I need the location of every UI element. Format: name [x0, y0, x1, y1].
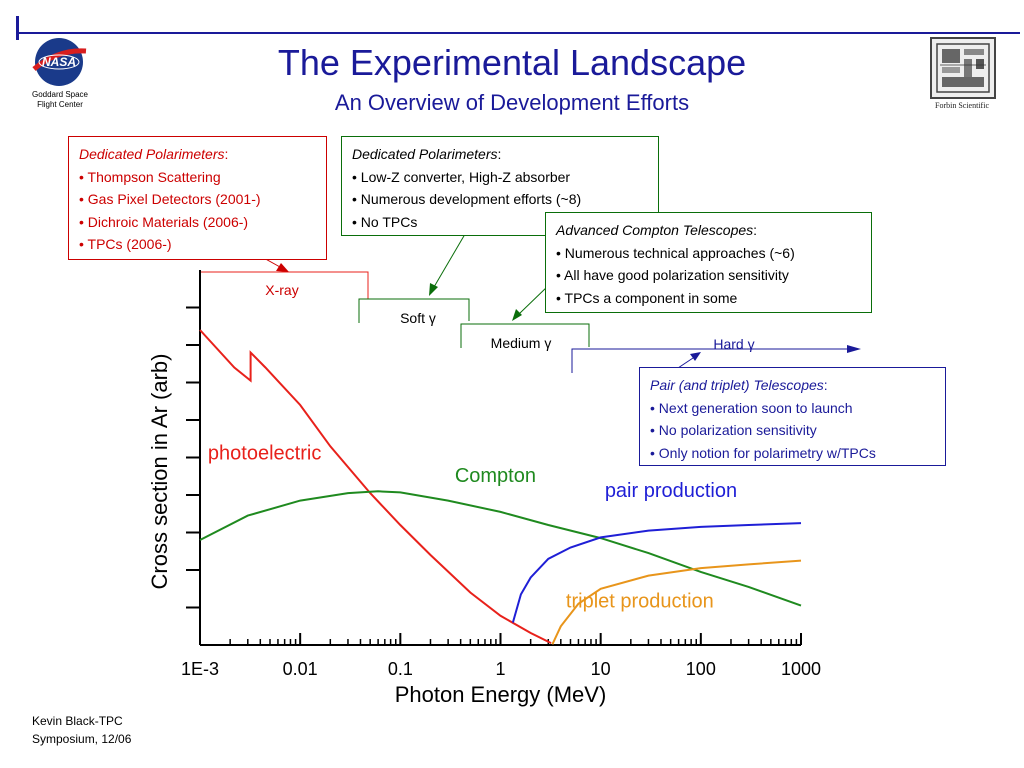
- green-callout-arrow-2: [518, 285, 549, 315]
- page-title: The Experimental Landscape: [277, 42, 747, 83]
- callout-item: • Numerous technical approaches (~6): [556, 244, 795, 261]
- forbin-logo: [930, 37, 996, 99]
- blue-callout-arrow: [677, 357, 694, 369]
- hard-band-line: [571, 348, 850, 373]
- callout-item: • TPCs (2006-): [79, 236, 172, 252]
- callout-item: • TPCs a component in some: [556, 289, 738, 306]
- energy-band-markers: X-ray Soft γ Medium γ Hard γ: [200, 271, 861, 373]
- callout-item: • All have good polarization sensitivity: [556, 267, 789, 283]
- curve-label-compton: Compton: [455, 465, 536, 487]
- x-tick-label: 100: [686, 659, 716, 679]
- nasa-logo-text: NASA: [42, 55, 76, 69]
- callout-item: • Low-Z converter, High-Z absorber: [352, 168, 571, 185]
- x-tick-label: 0.01: [283, 659, 318, 679]
- xray-band-label: X-ray: [265, 282, 298, 298]
- series-line-triplet-production: [551, 559, 802, 645]
- callout-heading-suffix: :: [224, 146, 229, 162]
- callout-arrows: [234, 228, 701, 369]
- header-vertical-rule: [16, 16, 19, 40]
- callout-item: • Gas Pixel Detectors (2001-): [79, 191, 261, 207]
- y-axis-label: Cross section in Ar (arb): [147, 354, 172, 590]
- callout-item: • Next generation soon to launch: [650, 399, 853, 416]
- callout-item: • Numerous development efforts (~8): [352, 191, 582, 207]
- nasa-caption-line2: Flight Center: [37, 100, 83, 109]
- series-line-photoelectric: [199, 329, 552, 644]
- chart-axes: 1E-3 0.01 0.1 1 10 100 1000 Photon Energy (MeV)…: [147, 270, 821, 707]
- series-line-pair-production: [511, 522, 802, 623]
- green-callout-arrow-1: [433, 228, 469, 288]
- callout-advanced-compton-telescopes: Advanced Compton Telescopes: • Numerous …: [545, 212, 872, 313]
- hard-band-label: Hard γ: [713, 336, 754, 352]
- callout-item: • Thompson Scattering: [79, 168, 221, 185]
- red-callout-arrowhead: [276, 263, 289, 272]
- x-axis-label: Photon Energy (MeV): [395, 682, 607, 707]
- blue-callout-arrowhead: [690, 352, 701, 361]
- nasa-logo: NASA: [32, 38, 87, 86]
- callout-dedicated-polarimeters-xray: Dedicated Polarimeters: • Thompson Scatt…: [68, 136, 327, 260]
- hard-band-arrowhead: [847, 345, 861, 353]
- x-tick-label: 10: [591, 659, 611, 679]
- x-tick-label: 1000: [781, 659, 821, 679]
- medium-band-label: Medium γ: [491, 335, 552, 351]
- callout-item: • Dichroic Materials (2006-): [79, 213, 249, 230]
- callout-item: • Only notion for polarimetry w/TPCs: [650, 444, 876, 461]
- page-subtitle: An Overview of Development Efforts: [334, 90, 690, 115]
- callout-heading-suffix: :: [497, 146, 502, 162]
- callout-heading-suffix: :: [823, 377, 828, 393]
- forbin-caption: Forbin Scientific: [935, 101, 989, 110]
- series-line-compton: [199, 490, 802, 607]
- soft-band-line: [358, 298, 470, 323]
- callout-pair-triplet-telescopes: Pair (and triplet) Telescopes: • Next ge…: [639, 367, 946, 466]
- green-callout-arrowhead-1: [429, 283, 438, 296]
- footer-line2: Symposium, 12/06: [32, 732, 132, 746]
- medium-band-line: [460, 323, 590, 348]
- curve-label-pair-production: pair production: [605, 480, 737, 502]
- x-tick-label: 0.1: [388, 659, 413, 679]
- xray-band-line: [200, 271, 369, 299]
- header-horizontal-rule: [16, 32, 1020, 34]
- x-tick-label: 1: [495, 659, 505, 679]
- callout-heading: Dedicated Polarimeters: [79, 146, 225, 162]
- callout-heading: Advanced Compton Telescopes: [556, 222, 754, 238]
- curve-label-photoelectric: photoelectric: [208, 442, 321, 464]
- callout-heading: Pair (and triplet) Telescopes: [650, 377, 824, 393]
- chart-curves: [199, 329, 802, 645]
- callout-heading: Dedicated Polarimeters: [352, 146, 498, 162]
- callout-item: • No TPCs: [352, 213, 418, 230]
- chart-annotations: photoelectric Compton pair production tripl…: [208, 442, 737, 612]
- footer-line1: Kevin Black-TPC: [32, 714, 123, 728]
- footer-credit: Kevin Black-TPC Symposium, 12/06: [32, 712, 131, 748]
- nasa-caption: Goddard Space Flight Center: [18, 90, 102, 110]
- x-tick-label: 1E-3: [181, 659, 219, 679]
- callout-item: • No polarization sensitivity: [650, 422, 817, 438]
- soft-band-label: Soft γ: [400, 310, 436, 326]
- green-callout-arrowhead-2: [512, 309, 522, 321]
- callout-dedicated-polarimeters-soft: Dedicated Polarimeters: • Low-Z converte…: [341, 136, 659, 236]
- curve-label-triplet-production: triplet production: [566, 591, 714, 613]
- nasa-caption-line1: Goddard Space: [31, 90, 89, 99]
- callout-heading-suffix: :: [753, 222, 758, 238]
